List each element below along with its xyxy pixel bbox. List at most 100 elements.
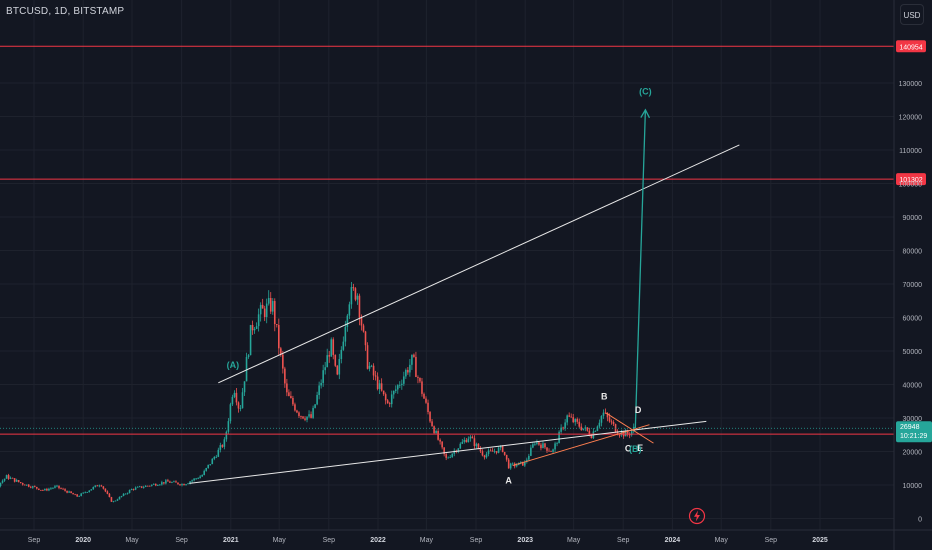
candle-body <box>322 370 324 383</box>
candle-body <box>346 315 349 328</box>
wave-label: B <box>601 392 608 402</box>
candle-body <box>437 430 439 440</box>
candle-body <box>330 339 333 357</box>
time-tick-label: Sep <box>175 537 188 544</box>
candle-body <box>282 354 284 369</box>
candle-body <box>76 494 78 497</box>
candle-body <box>600 415 603 423</box>
candle-body <box>286 383 288 393</box>
candle-body <box>243 381 246 393</box>
candle-body <box>413 354 415 357</box>
time-tick-label: 2022 <box>370 537 386 544</box>
candle-body <box>499 445 502 448</box>
candle-body <box>552 449 554 452</box>
candle-body <box>483 455 486 458</box>
candle-body <box>507 459 510 469</box>
candle-body <box>594 430 597 432</box>
candle-body <box>126 492 129 494</box>
candle-body <box>273 301 276 325</box>
candle-body <box>394 389 397 391</box>
candle-body <box>435 430 437 434</box>
candle-body <box>554 443 556 450</box>
candle-body <box>362 325 365 332</box>
candle-body <box>88 490 91 493</box>
candle-body <box>304 418 306 420</box>
candle-body <box>403 376 405 384</box>
lightning-icon[interactable] <box>688 507 706 525</box>
candle-body <box>64 489 66 491</box>
candle-body <box>411 354 413 365</box>
candle-body <box>86 492 89 493</box>
time-tick-label: 2023 <box>517 537 533 544</box>
candle-body <box>445 454 447 458</box>
candle-body <box>263 308 266 318</box>
candle-body <box>237 402 240 409</box>
time-tick-label: May <box>420 537 434 544</box>
candle-body <box>616 432 619 435</box>
price-tick-label: 50000 <box>903 349 923 356</box>
candle-body <box>451 453 454 458</box>
candle-body <box>588 430 591 436</box>
drawings[interactable] <box>189 108 740 484</box>
candle-body <box>570 416 572 418</box>
candle-body <box>380 383 383 391</box>
currency-button[interactable]: USD <box>900 4 924 25</box>
candle-body <box>427 402 429 413</box>
candle-body <box>120 495 123 497</box>
candle-body <box>17 480 20 483</box>
candle-body <box>461 441 464 444</box>
horizontal-levels[interactable]: 140954101302251712694810:21:29 <box>0 40 932 443</box>
wave-label: (C) <box>639 87 652 97</box>
candle-body <box>358 295 361 318</box>
candle-body <box>11 477 14 479</box>
candle-body <box>102 486 105 489</box>
candle-body <box>350 287 353 305</box>
candle-body <box>340 349 343 360</box>
candle-body <box>50 488 52 490</box>
candle-body <box>354 288 357 300</box>
candle-body <box>29 486 32 488</box>
candle-body <box>348 304 351 316</box>
time-tick-label: Sep <box>28 537 41 544</box>
candle-body <box>191 480 193 482</box>
candle-body <box>475 443 478 447</box>
candle-body <box>576 419 579 422</box>
candle-body <box>481 451 484 456</box>
candle-body <box>398 384 401 386</box>
candle-body <box>580 426 583 431</box>
candle-body <box>104 488 107 492</box>
candle-body <box>443 447 445 455</box>
trendline[interactable] <box>218 144 740 384</box>
candle-body <box>528 455 530 460</box>
candle-body <box>163 482 165 484</box>
candle-body <box>229 404 232 422</box>
projection-arrow[interactable] <box>634 109 647 429</box>
time-tick-label: Sep <box>323 537 336 544</box>
candle-body <box>269 298 272 312</box>
trendline[interactable] <box>512 424 650 467</box>
candle-body <box>479 448 482 452</box>
candle-body <box>66 490 68 493</box>
candle-body <box>360 317 363 326</box>
candle-body <box>19 482 22 484</box>
candle-body <box>62 488 64 490</box>
trendline[interactable] <box>189 420 707 484</box>
candle-body <box>179 484 181 486</box>
candle-body <box>42 489 44 491</box>
candle-body <box>132 489 135 490</box>
candle-body <box>568 415 570 417</box>
candle-body <box>366 345 369 369</box>
candle-body <box>177 482 179 485</box>
candle-body <box>245 357 248 382</box>
candles <box>0 281 635 503</box>
candle-body <box>167 480 169 482</box>
candle-body <box>612 422 615 425</box>
candle-body <box>1 480 4 483</box>
candle-body <box>106 491 109 494</box>
candle-body <box>152 483 155 485</box>
trendline[interactable] <box>605 412 654 444</box>
candle-body <box>72 493 74 495</box>
candle-body <box>320 382 322 386</box>
